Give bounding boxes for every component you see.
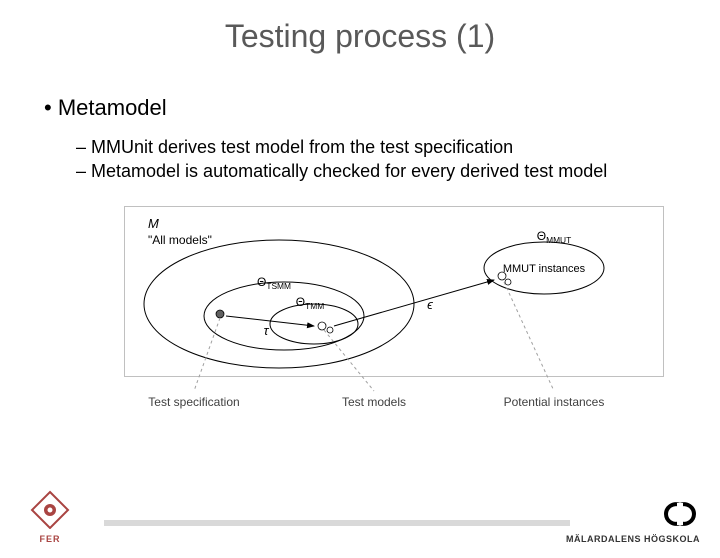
bullet-level1: Metamodel <box>44 95 676 121</box>
diagram: M"All models"ΘTSMMΘTMMΘMMUTMMUT instance… <box>124 206 664 426</box>
diagram-frame <box>125 206 664 376</box>
bullet-level2-b: Metamodel is automatically checked for e… <box>76 159 676 183</box>
footer-divider <box>104 520 570 526</box>
mdh-logo: MÄLARDALENS HÖGSKOLA <box>566 501 700 544</box>
svg-text:"All models": "All models" <box>148 233 212 247</box>
footer: FER MÄLARDALENS HÖGSKOLA <box>0 498 720 548</box>
svg-text:Potential instances: Potential instances <box>504 395 605 409</box>
content-area: Metamodel MMUnit derives test model from… <box>44 95 676 426</box>
svg-text:Test models: Test models <box>342 395 406 409</box>
svg-text:M: M <box>148 216 159 231</box>
svg-text:Test specification: Test specification <box>148 395 239 409</box>
mdh-logo-text: MÄLARDALENS HÖGSKOLA <box>566 534 700 544</box>
bullet-level2-a: MMUnit derives test model from the test … <box>76 135 676 159</box>
svg-text:ϵ: ϵ <box>427 297 433 312</box>
svg-text:MMUT instances: MMUT instances <box>503 263 586 275</box>
fer-logo-text: FER <box>28 534 72 544</box>
fer-logo: FER <box>28 489 72 544</box>
slide-title: Testing process (1) <box>0 18 720 55</box>
